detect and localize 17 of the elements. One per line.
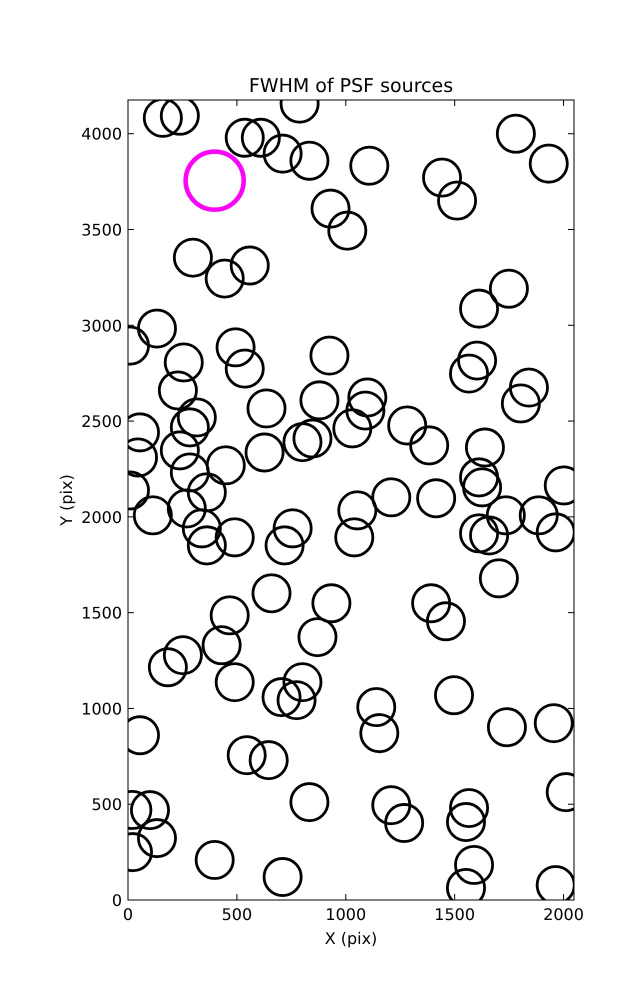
x-tick-label: 500	[222, 905, 252, 924]
x-tick-label: 0	[122, 905, 134, 924]
y-tick-label: 3000	[81, 316, 122, 336]
y-tick-label: 0	[112, 891, 122, 910]
x-tick-label: 1500	[434, 905, 476, 924]
y-tick-label: 500	[91, 795, 122, 814]
y-tick-label: 1000	[81, 699, 122, 718]
x-tick-label: 1000	[325, 905, 366, 924]
y-tick-label: 2000	[81, 508, 122, 527]
x-tick-label: 2000	[543, 905, 584, 924]
x-axis-title: X (pix)	[324, 929, 378, 948]
y-axis-title: Y (pix)	[57, 474, 76, 527]
y-tick-label: 2500	[81, 412, 122, 432]
y-tick-label: 1500	[81, 604, 122, 623]
chart-title: FWHM of PSF sources	[248, 75, 454, 97]
y-tick-label: 4000	[81, 124, 122, 144]
y-tick-label: 3500	[81, 220, 122, 240]
